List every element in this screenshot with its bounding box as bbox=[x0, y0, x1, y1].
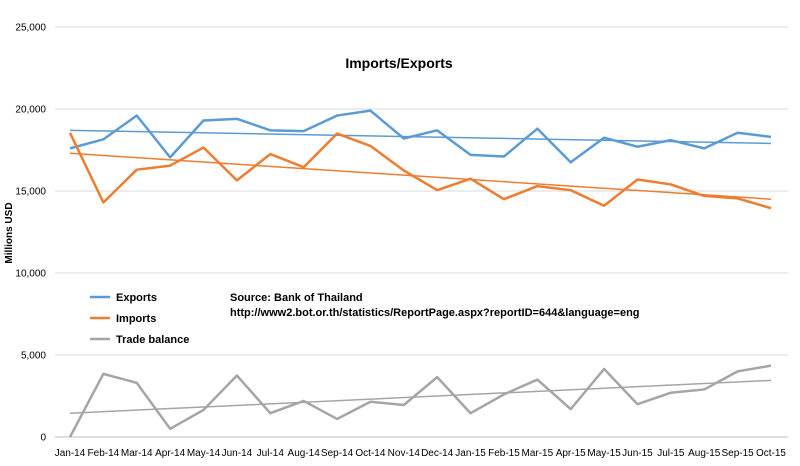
x-tick-label: Jan-15 bbox=[455, 448, 486, 459]
x-tick-label: Feb-14 bbox=[88, 448, 120, 459]
legend-label-trade-balance: Trade balance bbox=[116, 334, 189, 346]
x-tick-label: Dec-14 bbox=[421, 448, 454, 459]
x-tick-labels: Jan-14 Feb-14 Mar-14 Apr-14 May-14 Jun-14 Jul-… bbox=[55, 448, 787, 459]
gridlines bbox=[55, 26, 788, 356]
trendlines bbox=[69, 129, 772, 414]
series-line-exports bbox=[69, 109, 772, 164]
trendline-exports bbox=[69, 129, 772, 145]
x-tick-label: Aug-14 bbox=[288, 448, 321, 459]
x-tick-label: Nov-14 bbox=[388, 448, 421, 459]
x-tick-label: Jun-15 bbox=[622, 448, 653, 459]
trendline-imports bbox=[69, 152, 772, 200]
url-annotation: http://www2.bot.or.th/statistics/ReportP… bbox=[230, 307, 640, 319]
x-tick-label: Feb-15 bbox=[488, 448, 520, 459]
y-tick-label: 25,000 bbox=[15, 23, 46, 34]
x-tick-label: Oct-15 bbox=[756, 448, 786, 459]
x-tick-label: Jun-14 bbox=[222, 448, 253, 459]
legend-label-exports: Exports bbox=[116, 292, 157, 304]
chart-title: Imports/Exports bbox=[345, 55, 453, 71]
x-tick-label: May-14 bbox=[187, 448, 221, 459]
y-tick-label: 20,000 bbox=[15, 105, 46, 116]
x-tick-label: Mar-15 bbox=[521, 448, 553, 459]
x-tick-label: Mar-14 bbox=[121, 448, 153, 459]
trendline-trade-balance bbox=[69, 379, 772, 414]
x-tick-label: Jan-14 bbox=[55, 448, 86, 459]
x-tick-label: Sep-14 bbox=[321, 448, 354, 459]
series-line-imports bbox=[68, 132, 772, 210]
legend: Exports Imports Trade balance bbox=[90, 292, 189, 346]
source-annotation: Source: Bank of Thailand bbox=[230, 292, 363, 304]
x-tick-label: Aug-15 bbox=[688, 448, 721, 459]
y-tick-label: 0 bbox=[40, 433, 46, 444]
x-tick-label: May-15 bbox=[587, 448, 621, 459]
series-line-trade-balance bbox=[68, 364, 772, 438]
y-tick-labels: 0 5,000 10,000 15,000 20,000 25,000 bbox=[15, 23, 46, 444]
y-tick-label: 10,000 bbox=[15, 269, 46, 280]
x-tick-label: Oct-14 bbox=[355, 448, 385, 459]
series-lines bbox=[68, 109, 772, 438]
y-tick-label: 5,000 bbox=[21, 351, 46, 362]
y-axis-label: Millions USD bbox=[4, 202, 15, 263]
x-tick-label: Sep-15 bbox=[721, 448, 754, 459]
x-tick-label: Apr-15 bbox=[556, 448, 586, 459]
x-tick-label: Jul-15 bbox=[657, 448, 685, 459]
x-tick-label: Apr-14 bbox=[155, 448, 185, 459]
x-tick-label: Jul-14 bbox=[257, 448, 285, 459]
legend-label-imports: Imports bbox=[116, 313, 156, 325]
y-tick-label: 15,000 bbox=[15, 187, 46, 198]
